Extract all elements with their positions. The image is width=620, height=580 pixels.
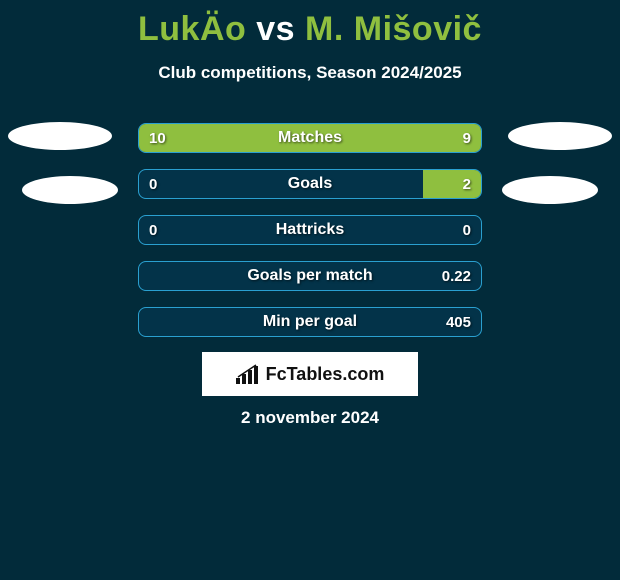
bar-value-right: 0.22: [442, 262, 471, 290]
bar-row-hattricks: 0 Hattricks 0: [138, 215, 482, 245]
bar-value-right: 405: [446, 308, 471, 336]
subtitle: Club competitions, Season 2024/2025: [0, 63, 620, 83]
bar-row-goals-per-match: Goals per match 0.22: [138, 261, 482, 291]
player-right-name: M. Mišovič: [305, 10, 482, 48]
player-left-disc-1: [8, 122, 112, 150]
player-left-disc-2: [22, 176, 118, 204]
bar-row-goals: 0 Goals 2: [138, 169, 482, 199]
logo: FcTables.com: [202, 352, 418, 396]
page-title: LukÄo vs M. Mišovič: [0, 0, 620, 49]
player-right-disc-2: [502, 176, 598, 204]
date: 2 november 2024: [0, 408, 620, 428]
bar-value-left: 0: [149, 216, 157, 244]
comparison-bars: 10 Matches 9 0 Goals 2 0 Hattricks 0 Goa…: [138, 123, 482, 353]
player-right-disc-1: [508, 122, 612, 150]
player-left-name: LukÄo: [138, 10, 246, 48]
bar-fill-right: [320, 124, 481, 152]
logo-text: FcTables.com: [266, 364, 385, 385]
bar-row-min-per-goal: Min per goal 405: [138, 307, 482, 337]
bar-fill-right: [423, 170, 481, 198]
bar-label: Hattricks: [139, 216, 481, 244]
bar-value-right: 0: [463, 216, 471, 244]
bar-label: Min per goal: [139, 308, 481, 336]
bar-row-matches: 10 Matches 9: [138, 123, 482, 153]
vs-separator: vs: [256, 10, 295, 48]
bars-icon: [236, 364, 260, 384]
bar-label: Goals per match: [139, 262, 481, 290]
bar-fill-left: [139, 124, 320, 152]
bar-value-left: 0: [149, 170, 157, 198]
